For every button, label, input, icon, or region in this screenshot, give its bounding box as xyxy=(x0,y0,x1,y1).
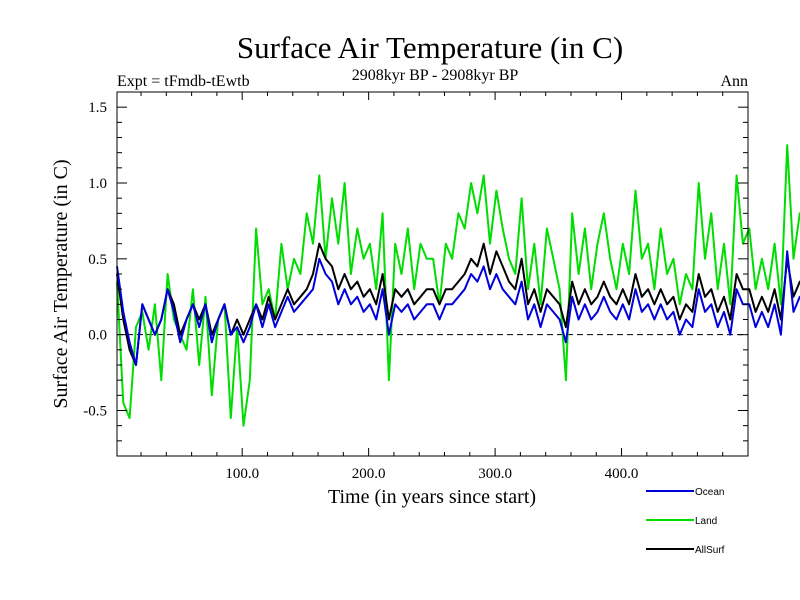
x-tick-label: 300.0 xyxy=(478,466,512,482)
y-tick-label: 1.0 xyxy=(88,176,107,192)
y-tick-label: 0.5 xyxy=(88,252,107,268)
x-tick-label: 400.0 xyxy=(605,466,639,482)
chart-subtitle: 2908kyr BP - 2908kyr BP xyxy=(352,67,519,84)
x-tick-label: 200.0 xyxy=(352,466,386,482)
legend-label-ocean: Ocean xyxy=(695,487,724,498)
chart-title: Surface Air Temperature (in C) xyxy=(237,30,623,65)
series-line-ocean xyxy=(116,250,800,366)
legend-label-land: Land xyxy=(695,516,717,527)
series-line-land xyxy=(116,144,800,427)
y-tick-label: -0.5 xyxy=(83,404,107,420)
y-tick-label: 1.5 xyxy=(88,100,107,116)
x-axis-label: Time (in years since start) xyxy=(328,486,536,508)
season-label: Ann xyxy=(720,73,748,90)
x-tick-label: 100.0 xyxy=(225,466,259,482)
plot-frame xyxy=(116,91,749,457)
y-axis-label: Surface Air Temperature (in C) xyxy=(50,159,72,408)
series-line-allsurf xyxy=(116,242,800,366)
legend-label-allsurf: AllSurf xyxy=(695,545,725,556)
y-tick-label: 0.0 xyxy=(88,328,107,344)
experiment-label: Expt = tFmdb-tEwtb xyxy=(117,73,250,90)
